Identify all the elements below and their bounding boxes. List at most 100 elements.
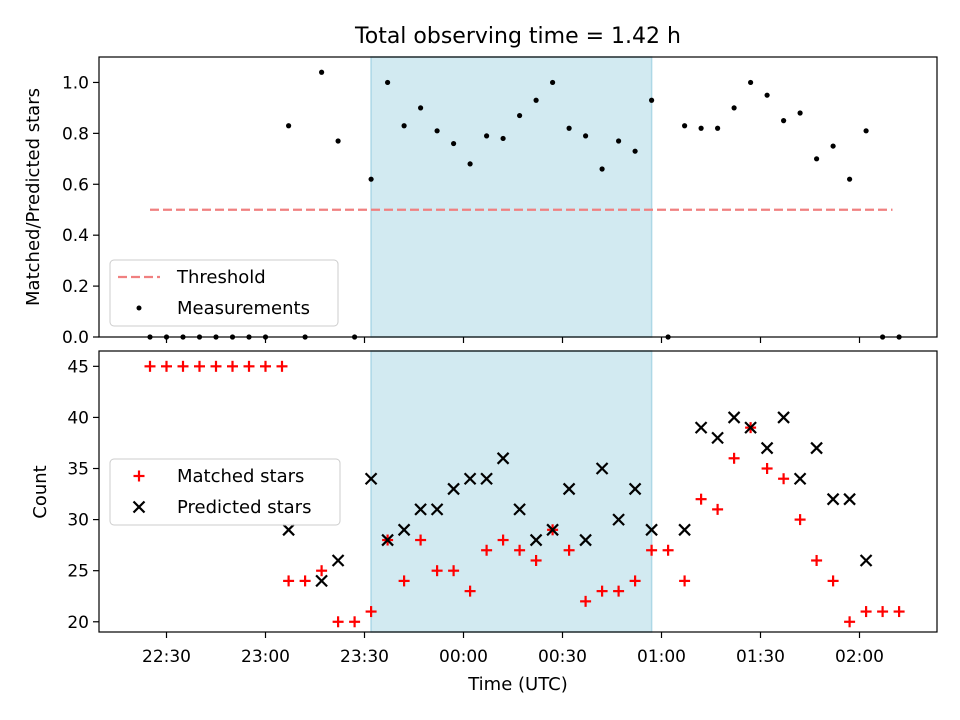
matched-star-point — [778, 473, 790, 485]
matched-star-point — [316, 565, 328, 577]
predicted-star-point — [612, 513, 625, 526]
matched-star-point — [161, 360, 172, 372]
bottom-panel: 20 25 30 35 40 45 22:30 23:00 23:30 00:00 00:30 01… — [30, 350, 938, 695]
matched-star-point — [877, 606, 889, 618]
matched-star-point — [844, 616, 856, 628]
observing-interval-shade — [370, 350, 653, 633]
legend-predicted-marker — [132, 500, 146, 514]
top-panel: 0.0 0.2 0.4 0.6 0.8 1.0 Matched/Predicted sta… — [23, 56, 938, 348]
predicted-star-point — [727, 411, 741, 424]
measurement-point — [550, 79, 556, 86]
predicted-star-point — [430, 503, 444, 516]
matched-star-point — [662, 544, 674, 556]
predicted-star-point — [546, 523, 559, 537]
matched-star-point — [679, 575, 691, 587]
y-tick-label: 1.0 — [62, 73, 89, 93]
matched-star-point — [613, 585, 625, 597]
matched-star-point — [431, 565, 443, 577]
measurement-point — [500, 135, 506, 142]
matched-star-point — [398, 575, 410, 587]
legend-matched-plus — [133, 470, 145, 482]
predicted-star-point — [859, 554, 873, 567]
y-tick-label: 30 — [67, 511, 89, 531]
matched-star-point — [794, 514, 806, 526]
predicted-star-point — [315, 574, 328, 588]
predicted-star-point — [645, 523, 658, 537]
bottom-legend: Matched stars Predicted stars — [109, 458, 341, 526]
legend-measurements-label: Measurements — [177, 298, 310, 319]
matched-star-point — [596, 585, 608, 597]
measurement-point — [781, 118, 787, 124]
x-tick-label: 00:00 — [439, 647, 488, 667]
predicted-star-point — [826, 492, 840, 506]
matched-star-point — [283, 575, 295, 587]
matched-star-point — [811, 554, 823, 566]
measurement-point — [649, 97, 655, 103]
x-tick-label: 01:00 — [637, 647, 686, 667]
predicted-star-point — [579, 533, 592, 547]
matched-star-point — [227, 360, 238, 372]
x-tick-label: 23:00 — [241, 647, 290, 667]
matched-star-point — [761, 463, 773, 475]
measurement-point — [748, 79, 754, 86]
predicted-star-point — [793, 472, 807, 486]
x-tick-label: 23:30 — [340, 647, 389, 667]
predicted-star-point — [760, 441, 774, 455]
top-legend-box — [109, 259, 339, 327]
y-tick-label: 35 — [67, 460, 89, 480]
matched-star-point — [563, 544, 575, 556]
legend-predicted-cross — [132, 500, 146, 514]
measurement-point — [319, 69, 325, 75]
matched-star-point — [464, 585, 476, 597]
legend-matched-label: Matched stars — [177, 466, 304, 487]
legend-predicted-label: Predicted stars — [177, 497, 311, 518]
legend-threshold-label: Threshold — [176, 267, 266, 288]
matched-star-point — [210, 360, 222, 372]
predicted-star-point — [628, 482, 642, 496]
predicted-star-point — [496, 452, 510, 465]
matched-star-point — [646, 544, 658, 556]
predicted-star-point — [513, 503, 526, 516]
predicted-star-point — [463, 472, 477, 486]
matched-star-point — [448, 565, 460, 577]
y-tick-label: 25 — [67, 562, 89, 582]
measurement-point — [616, 138, 622, 144]
matched-star-point — [827, 575, 839, 587]
matched-star-point — [365, 606, 377, 618]
figure-title: Total observing time = 1.42 h — [354, 24, 681, 49]
matched-star-point — [276, 360, 288, 372]
predicted-star-point — [331, 554, 345, 567]
matched-star-point — [481, 544, 493, 556]
predicted-star-point — [595, 462, 609, 475]
matched-star-point — [712, 503, 724, 515]
y-tick-label: 0.8 — [62, 124, 89, 144]
matched-star-point — [497, 534, 509, 546]
measurement-point — [484, 133, 490, 139]
measurement-point — [385, 79, 391, 86]
predicted-star-point — [529, 533, 543, 547]
predicted-star-point — [678, 523, 691, 537]
matched-star-point — [194, 360, 205, 372]
measurement-point — [797, 110, 803, 116]
predicted-star-point — [414, 503, 427, 516]
measurement-point — [814, 156, 820, 162]
measurement-point — [632, 148, 638, 154]
measurement-point — [451, 140, 457, 147]
matched-star-point — [728, 452, 740, 464]
measurement-point — [583, 133, 589, 139]
matched-star-point — [893, 606, 905, 618]
top-panel-frame — [98, 56, 938, 338]
y-tick-label: 0.0 — [62, 328, 89, 348]
legend-matched-marker — [133, 470, 145, 482]
measurement-point — [418, 105, 424, 111]
matched-star-point — [580, 595, 592, 607]
matched-star-point — [860, 606, 872, 618]
matched-star-point — [514, 544, 526, 556]
matched-star-point — [695, 493, 707, 505]
predicted-star-point — [694, 421, 708, 434]
measurement-point — [566, 125, 572, 131]
predicted-star-point — [397, 523, 411, 537]
matched-star-point — [530, 554, 542, 566]
matched-star-point — [177, 360, 189, 372]
